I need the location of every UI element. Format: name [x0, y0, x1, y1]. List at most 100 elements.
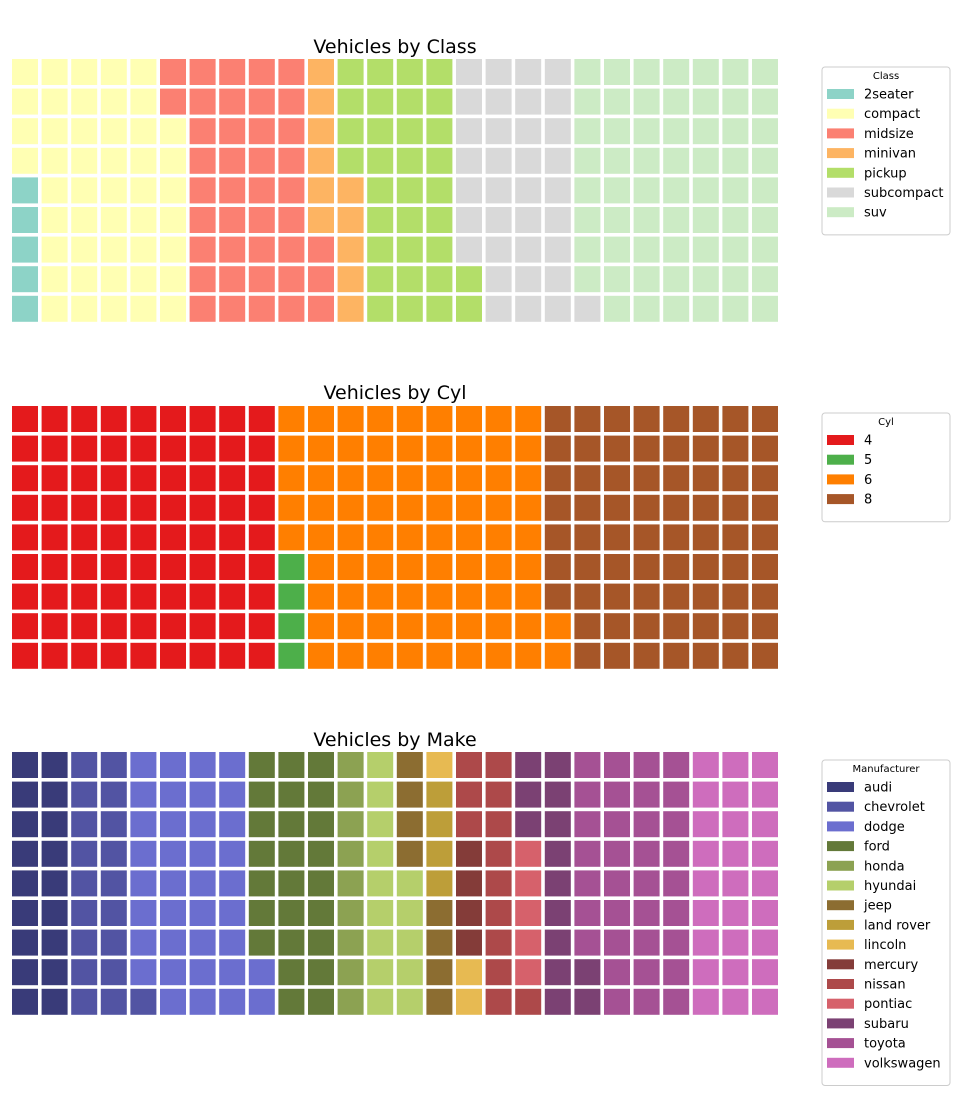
- waffle-square-hyundai: [367, 781, 394, 808]
- waffle-square-midsize: [219, 236, 246, 263]
- waffle-square-volkswagen: [722, 929, 749, 956]
- waffle-square-audi: [41, 900, 68, 926]
- waffle-square-6: [485, 406, 512, 432]
- waffle-square-midsize: [308, 266, 334, 293]
- waffle-square-nissan: [456, 752, 482, 778]
- waffle-square-8: [752, 613, 778, 640]
- waffle-square-6: [485, 583, 512, 610]
- waffle-square-8: [574, 642, 601, 669]
- waffle-square-8: [604, 406, 630, 432]
- waffle-square-dodge: [219, 752, 246, 778]
- legend-swatch-mercury: [827, 959, 854, 970]
- waffle-square-4: [219, 583, 246, 610]
- waffle-square-6: [426, 494, 453, 521]
- legend-swatch-subcompact: [827, 187, 854, 198]
- waffle-square-toyota: [604, 870, 630, 897]
- waffle-square-volkswagen: [692, 752, 719, 778]
- waffle-square-6: [396, 406, 423, 432]
- waffle-square-8: [692, 583, 719, 610]
- legend-swatch-minivan: [827, 148, 854, 159]
- legend-label-compact: compact: [864, 107, 920, 122]
- waffle-square-hyundai: [367, 929, 394, 956]
- waffle-square-chevrolet: [71, 929, 98, 956]
- waffle-square-pickup: [367, 59, 394, 85]
- waffle-square-6: [308, 613, 334, 640]
- waffle-square-compact: [130, 295, 157, 322]
- waffle-square-chevrolet: [71, 870, 98, 897]
- waffle-square-dodge: [160, 752, 186, 778]
- legend-swatch-5: [827, 454, 854, 465]
- waffle-square-toyota: [633, 900, 660, 926]
- waffle-square-suv: [663, 118, 690, 145]
- waffle-square-suv: [722, 207, 749, 233]
- legend-label-honda: honda: [864, 859, 905, 874]
- waffle-square-minivan: [337, 207, 364, 233]
- waffle-square-dodge: [130, 870, 157, 897]
- waffle-square-pickup: [426, 207, 453, 233]
- waffle-square-compact: [41, 236, 68, 263]
- waffle-square-nissan: [515, 988, 542, 1015]
- legend-label-subaru: subaru: [864, 1017, 909, 1032]
- waffle-square-4: [71, 406, 98, 432]
- waffle-chart-3: Vehicles by Make Manufacturer audi chevrole…: [12, 729, 951, 1086]
- waffle-square-lincoln: [456, 988, 482, 1015]
- waffle-square-suv: [633, 118, 660, 145]
- waffle-square-8: [722, 465, 749, 492]
- waffle-square-6: [278, 435, 305, 462]
- waffle-square-volkswagen: [752, 752, 778, 778]
- legend-swatch-2seater: [827, 89, 854, 99]
- waffle-square-4: [189, 583, 216, 610]
- waffle-square-suv: [722, 266, 749, 293]
- legend-label-suv: suv: [864, 206, 887, 221]
- waffle-square-pickup: [367, 147, 394, 174]
- waffle-square-hyundai: [367, 811, 394, 838]
- waffle-square-midsize: [278, 59, 305, 85]
- waffle-square-nissan: [485, 929, 512, 956]
- waffle-square-subcompact: [456, 207, 482, 233]
- waffle-square-8: [604, 494, 630, 521]
- waffle-square-ford: [308, 988, 334, 1015]
- waffle-square-4: [189, 494, 216, 521]
- waffle-square-subcompact: [485, 266, 512, 293]
- waffle-square-dodge: [189, 900, 216, 926]
- waffle-square-8: [574, 613, 601, 640]
- waffle-square-6: [515, 613, 542, 640]
- waffle-square-4: [219, 435, 246, 462]
- waffle-square-chevrolet: [100, 900, 127, 926]
- waffle-square-compact: [160, 207, 186, 233]
- waffle-chart-1: Vehicles by Class Class 2seater compact mids…: [12, 36, 951, 322]
- waffle-square-4: [189, 435, 216, 462]
- waffle-square-6: [544, 642, 571, 669]
- waffle-square-4: [41, 435, 68, 462]
- waffle-square-6: [337, 583, 364, 610]
- waffle-square-subcompact: [485, 236, 512, 263]
- waffle-square-toyota: [574, 840, 601, 867]
- waffle-square-dodge: [189, 811, 216, 838]
- waffle-square-toyota: [663, 781, 690, 808]
- waffle-square-minivan: [337, 236, 364, 263]
- waffle-square-4: [100, 613, 127, 640]
- waffle-square-toyota: [663, 870, 690, 897]
- waffle-square-suv: [633, 59, 660, 85]
- waffle-square-midsize: [219, 295, 246, 322]
- waffle-square-lincoln: [456, 959, 482, 986]
- waffle-square-8: [663, 554, 690, 580]
- waffle-square-volkswagen: [692, 959, 719, 986]
- waffle-square-dodge: [130, 900, 157, 926]
- waffle-square-ford: [308, 929, 334, 956]
- waffle-square-compact: [130, 177, 157, 204]
- waffle-square-6: [515, 524, 542, 551]
- waffle-square-compact: [71, 266, 98, 293]
- waffle-square-chevrolet: [71, 781, 98, 808]
- waffle-square-4: [71, 642, 98, 669]
- waffle-square-ford: [308, 811, 334, 838]
- waffle-square-nissan: [485, 752, 512, 778]
- waffle-square-suv: [604, 118, 630, 145]
- waffle-square-pontiac: [515, 840, 542, 867]
- waffle-square-5: [278, 583, 305, 610]
- waffle-square-4: [130, 494, 157, 521]
- waffle-square-volkswagen: [722, 900, 749, 926]
- waffle-square-toyota: [633, 988, 660, 1015]
- waffle-square-mercury: [456, 840, 482, 867]
- waffle-square-8: [574, 494, 601, 521]
